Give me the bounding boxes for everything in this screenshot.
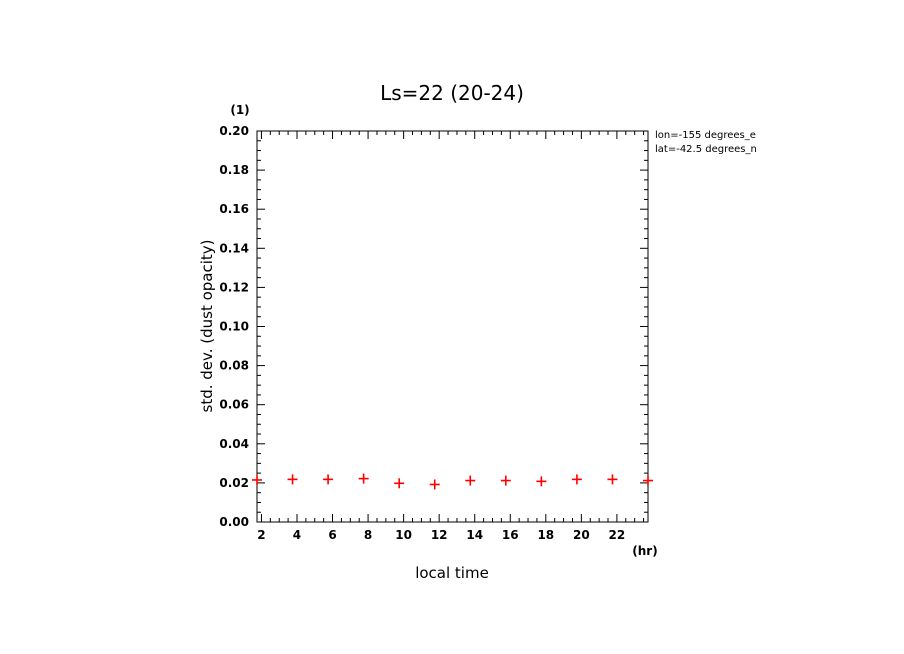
y-axis-title: std. dev. (dust opacity) [198,239,216,412]
data-point [323,474,334,485]
annotation-text: lat=-42.5 degrees_n [655,144,757,155]
y-tick-label: 0.12 [219,280,249,294]
y-tick-label: 0.18 [219,163,249,177]
x-tick-label: 16 [502,528,519,542]
data-point [500,475,511,486]
x-tick-label: 6 [328,528,336,542]
data-point [465,475,476,486]
x-tick-label: 14 [466,528,483,542]
y-tick-label: 0.08 [219,359,249,373]
x-tick-label: 2 [257,528,265,542]
y-unit-label: (1) [230,103,249,117]
data-points [252,473,653,490]
x-tick-label: 18 [537,528,554,542]
data-point [643,475,653,486]
y-tick-label: 0.00 [219,515,249,529]
annotation-text: lon=-155 degrees_e [655,130,756,141]
x-tick-label: 8 [364,528,372,542]
y-tick-label: 0.16 [219,202,249,216]
y-tick-label: 0.14 [219,241,249,255]
x-tick-label: 12 [431,528,448,542]
y-tick-label: 0.04 [219,437,249,451]
x-axis-title: local time [415,564,489,582]
y-tick-label: 0.02 [219,476,249,490]
chart-annotations: lon=-155 degrees_e lat=-42.5 degrees_n [655,130,757,155]
x-tick-label: 4 [293,528,301,542]
data-point [287,474,298,485]
x-tick-label: 20 [573,528,590,542]
x-tick-label: 22 [609,528,626,542]
chart-title: Ls=22 (20-24) [380,81,524,105]
data-point [358,473,369,484]
y-tick-label: 0.20 [219,124,249,138]
data-point [394,478,405,489]
data-point [571,474,582,485]
x-tick-label: 10 [395,528,412,542]
y-tick-label: 0.10 [219,320,249,334]
x-unit-label: (hr) [632,544,657,558]
y-tick-label: 0.06 [219,398,249,412]
x-axis: 2 4 6 8 10 12 14 16 18 20 22 [257,131,645,542]
data-point [429,479,440,490]
data-point [536,476,547,487]
data-point [607,474,618,485]
plot-frame [256,130,649,523]
y-axis: 0.00 0.02 0.04 0.06 0.08 0.10 0.12 0.14 0.16 0.18… [219,124,648,529]
data-point [252,474,262,485]
